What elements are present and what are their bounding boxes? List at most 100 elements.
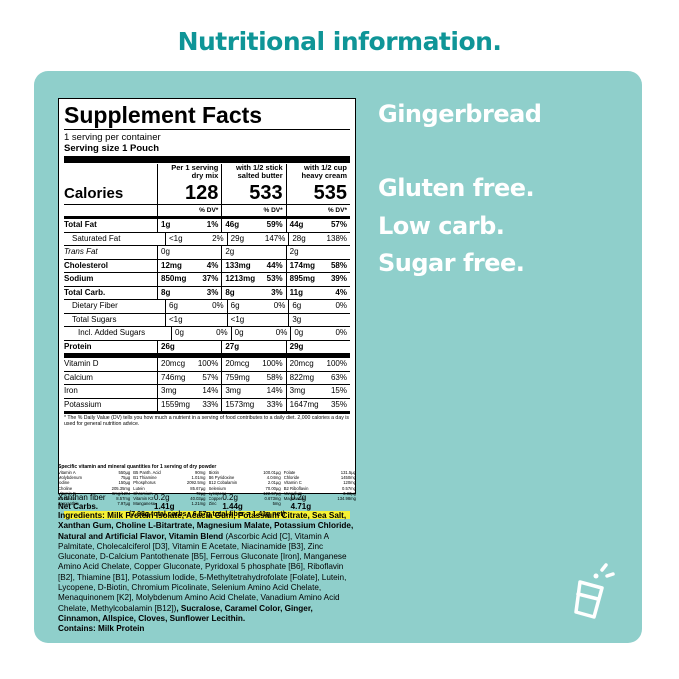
percent-dv: 138% [326,233,348,243]
nutrient-row: Iron 3mg 14% 3mg 14% 3mg 15% [64,384,350,398]
nutrient-cell: 133mg 44% [221,259,285,272]
nutrient-name: Protein [64,341,92,351]
nutrient-row: Cholesterol 12mg 4% 133mg 44% 174mg 58% [64,258,350,272]
spec-item: Lycopene 122.57µg [209,491,281,496]
spec-value: 0.57mg [342,485,356,491]
amount: 1647mg [289,399,319,409]
amount: <1g [230,314,245,324]
spec-value: 150µg [118,480,131,486]
column-head: with 1/2 cup [304,163,347,172]
spec-name: Vitamin A [58,470,76,475]
claim-low-carb: Low carb. [378,212,505,240]
divider [64,156,350,163]
row-name: Xanthan fiber [58,493,106,502]
amount: 3mg [225,386,241,395]
spec-item: B3 Niacin 8.57mg [58,496,130,501]
nutrient-cell: 20mcg 100% [221,358,285,371]
spec-item: Molybdenum 75µg [58,475,130,480]
spec-value: 90mg [195,470,206,475]
percent-dv: 100% [326,359,347,368]
spec-item: Selenium 70.00µg [209,486,281,491]
nutrient-name: Total Carb. [64,287,106,297]
spec-value: 1.01mg [191,475,206,481]
spec-value: 134.98mg [337,496,356,502]
percent-dv: 14% [266,386,283,395]
nutrient-cell: 1559mg 33% [157,398,221,411]
amount: 133mg [225,260,251,270]
spec-item: B6 Pyridoxine 4.04mg [209,475,281,480]
amount: <1g [169,233,183,243]
nutrient-cell: <1g [165,313,227,326]
spec-name: Lycopene [208,490,227,496]
percent-dv: 4% [206,260,219,270]
nutrient-name: Trans Fat [64,247,98,256]
spec-name: Vitamin C [283,480,302,486]
nutrient-row: Calcium 746mg 57% 759mg 58% 822mg 63% [64,370,350,384]
amount: 2g [225,247,235,256]
amount: 0g [161,247,170,256]
spec-item: B1 Thiamine 1.01mg [133,475,205,480]
nutrient-cell: 6g 0% [165,300,227,313]
nutrient-cell: 759mg 58% [221,371,285,384]
nutrient-cell: 0g [157,246,221,259]
row-name: Net Carbs. [58,501,99,511]
nutrient-cell: 46g 59% [221,219,285,232]
servings-per-container: 1 serving per container [64,132,161,143]
spec-title: Specific vitamin and mineral quantities … [58,464,217,470]
spec-item: Vitamin A 550µg [58,470,130,475]
spec-name: Copper [208,496,223,502]
row-value: 1.41g [154,501,175,511]
percent-dv: 0% [335,301,348,310]
nutrient-cell: 0g 0% [171,327,231,340]
percent-dv: 37% [202,274,219,283]
percent-dv: 57% [330,220,347,229]
spec-value: 5mg [272,501,281,507]
nutrient-cell: 8g 3% [221,286,285,299]
column-head: heavy cream [301,171,347,180]
ingredients-bold-tail: , Sucralose, Caramel Color, Ginger, Cinn… [58,603,313,623]
amount: 895mg [289,274,316,283]
percent-dv: 0% [212,301,224,310]
nutrient-rows: Total Fat 1g 1% 46g 59% 44g 57% Saturated Fat <1… [64,218,350,411]
amount: 0g [175,328,184,337]
percent-dv: 59% [266,220,283,229]
spec-name: Zinc [208,501,217,507]
spec-value: 100.01µg [263,470,281,475]
amount: 1g [161,220,171,229]
nutrient-name: Potassium [64,399,102,409]
percent-dv: 63% [330,372,347,382]
ingredients-bold-part: Milk Protein Isolate, Acacia Gum, Potass… [58,511,354,541]
amount: 20mcg [161,359,186,368]
spec-name: Lutein [133,485,145,491]
spec-item: Lutein 85.67µg [133,486,205,491]
percent-dv: 147% [264,233,286,243]
row-value: 0.2g [154,493,170,502]
nutrient-row: Potassium 1559mg 33% 1573mg 33% 1647mg 35% [64,397,350,411]
nutrient-cell: 11g 4% [285,286,350,299]
spec-item: Phosphorus 2092.5mg [133,480,205,485]
column-dry-mix: Per 1 serving dry mix 128 [157,164,221,204]
nutrient-cell: 20mcg 100% [285,358,350,371]
spec-item: Biotin 100.01µg [209,470,281,475]
column-head: with 1/2 stick [235,163,283,172]
spec-name: B3 Niacin [58,496,76,502]
amount: 3mg [161,386,177,395]
nutrient-name: Iron [64,386,78,395]
dv-header: % DV* [221,205,285,216]
spec-item: Copper 0.673mg [209,496,281,501]
spec-item: Vitamin K2 40.03µg [133,496,205,501]
percent-dv: 14% [202,386,219,395]
nutrient-cell: 3mg 15% [285,385,350,398]
nutrient-row: Total Sugars <1g <1g 3g [64,312,350,326]
column-butter: with 1/2 stick salted butter 533 [221,164,285,204]
dv-header: % DV* [157,205,221,216]
nutrient-cell: <1g 2% [165,232,227,245]
column-head: salted butter [237,171,283,180]
spec-name: Chromium [133,490,153,496]
spec-name: Chloride [283,475,300,481]
nutrient-row: Total Fat 1g 1% 46g 59% 44g 57% [64,218,350,232]
percent-dv: 1% [206,220,219,229]
spec-value: 1450mg [340,475,356,481]
amount: 8g [225,287,235,297]
ingredients-label: Ingredients: [58,511,105,520]
